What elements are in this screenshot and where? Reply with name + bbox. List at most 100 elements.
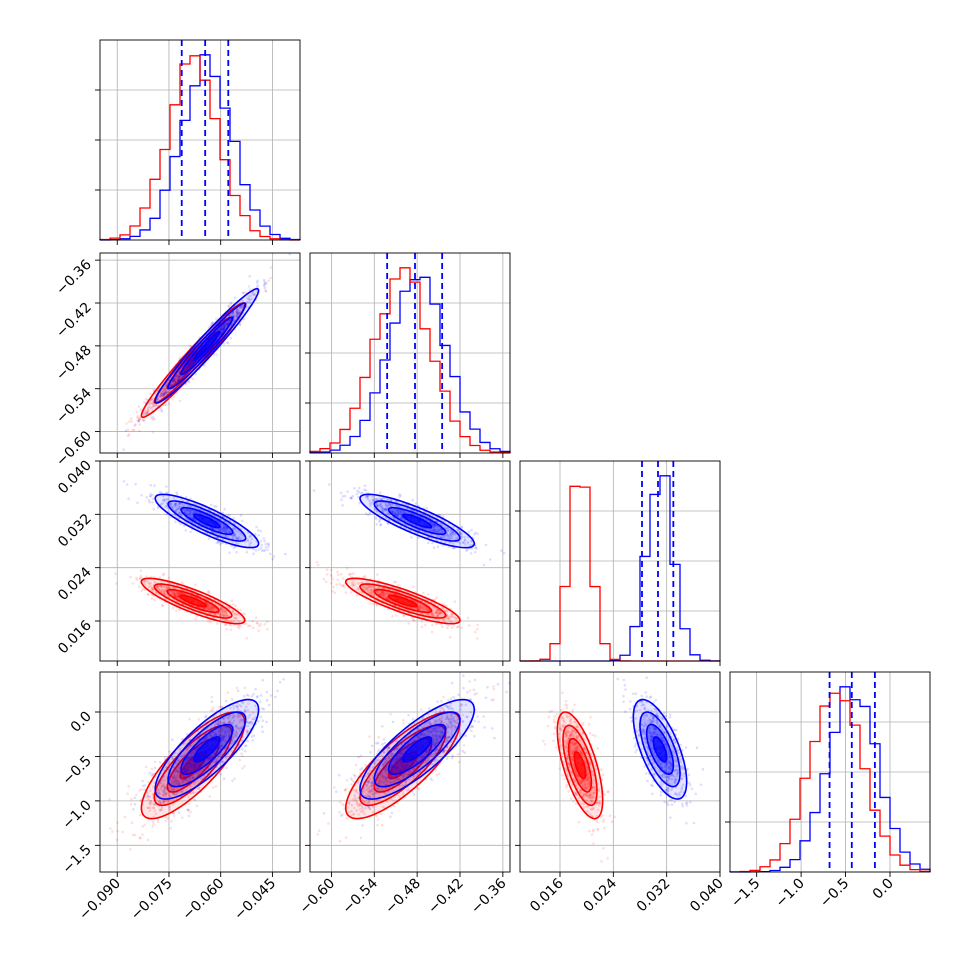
scatter-point [172, 395, 175, 399]
scatter-point [248, 301, 252, 305]
scatter-point [219, 328, 222, 332]
scatter-point [233, 612, 237, 615]
scatter-point [186, 365, 189, 368]
scatter-point [135, 578, 139, 582]
scatter-point [216, 622, 219, 625]
scatter-point [146, 593, 149, 596]
scatter-point [469, 552, 473, 555]
scatter-point [223, 327, 226, 330]
scatter-point [269, 552, 272, 556]
scatter-point [215, 353, 219, 357]
scatter-point [153, 580, 156, 584]
scatter-point [271, 557, 274, 561]
scatter-point [240, 519, 244, 523]
scatter-point [224, 623, 227, 627]
scatter-point [116, 821, 119, 824]
scatter-point [233, 612, 236, 616]
scatter-point [476, 623, 480, 627]
scatter-point [147, 406, 150, 410]
scatter-point [143, 400, 146, 404]
scatter-point [226, 322, 230, 326]
scatter-point [138, 836, 142, 839]
scatter-point [237, 620, 240, 623]
scatter-point [173, 592, 177, 596]
scatter-point [172, 814, 176, 817]
scatter-point [218, 614, 222, 617]
scatter-point [256, 622, 260, 625]
scatter-point [259, 529, 262, 533]
scatter-point [240, 306, 244, 309]
panel-grid [310, 253, 510, 453]
scatter-point [162, 585, 165, 589]
scatter-point [264, 543, 268, 546]
scatter-point [312, 489, 316, 492]
scatter-point [147, 408, 150, 412]
scatter-point [245, 297, 249, 300]
scatter-point [420, 625, 424, 629]
scatter-point [172, 379, 175, 383]
scatter-point [260, 543, 264, 547]
scatter-point [151, 430, 155, 434]
scatter-point [245, 636, 249, 640]
scatter-point [187, 802, 191, 806]
scatter-point [229, 301, 233, 305]
scatter-point [143, 823, 146, 827]
scatter-point [132, 428, 136, 432]
scatter-point [159, 584, 163, 588]
scatter-point [158, 386, 161, 390]
scatter-point [228, 319, 231, 323]
scatter-point [236, 311, 239, 315]
scatter-point [229, 337, 233, 340]
contour-blue [180, 316, 234, 376]
scatter-point [166, 391, 169, 395]
scatter-point [152, 588, 155, 592]
scatter-point [155, 403, 159, 407]
scatter-point [177, 594, 180, 598]
scatter-point [164, 391, 167, 395]
scatter-point [232, 620, 236, 623]
scatter-point [260, 549, 264, 552]
scatter-point [178, 376, 181, 380]
scatter-point [475, 627, 479, 631]
scatter-point [151, 415, 155, 419]
scatter-point [211, 606, 214, 610]
scatter-point [152, 390, 156, 393]
panel-frame [99, 252, 301, 454]
scatter-point [412, 585, 415, 589]
scatter-point [239, 305, 242, 309]
scatter-point [154, 403, 158, 407]
scatter-point [242, 317, 246, 321]
scatter-point [163, 392, 166, 395]
scatter-point [173, 379, 176, 383]
scatter-point [160, 392, 163, 396]
scatter-point [333, 591, 337, 595]
scatter-point [363, 488, 366, 492]
scatter-point [425, 506, 429, 510]
scatter-point [248, 288, 252, 292]
scatter-point [149, 495, 152, 498]
scatter-point [144, 765, 148, 769]
scatter-point [348, 573, 351, 577]
panel-frame [99, 460, 301, 662]
scatter-point [420, 619, 424, 623]
scatter-point [208, 607, 211, 610]
scatter-point [173, 378, 176, 382]
histogram-blue [99, 54, 301, 241]
scatter-point [208, 607, 211, 611]
panel-contents [122, 253, 291, 451]
panel-grid [100, 460, 300, 661]
scatter-point [232, 609, 235, 613]
scatter-point [235, 613, 238, 617]
scatter-point [174, 520, 177, 524]
scatter-point [248, 300, 251, 304]
scatter-point [179, 375, 183, 378]
scatter-point [177, 377, 180, 381]
scatter-point [223, 323, 227, 326]
scatter-point [233, 296, 237, 300]
scatter-point [235, 617, 239, 621]
scatter-point [138, 577, 141, 581]
scatter-point [162, 393, 166, 397]
scatter-point [178, 374, 181, 378]
scatter-point [322, 577, 326, 581]
scatter-point [150, 588, 153, 591]
